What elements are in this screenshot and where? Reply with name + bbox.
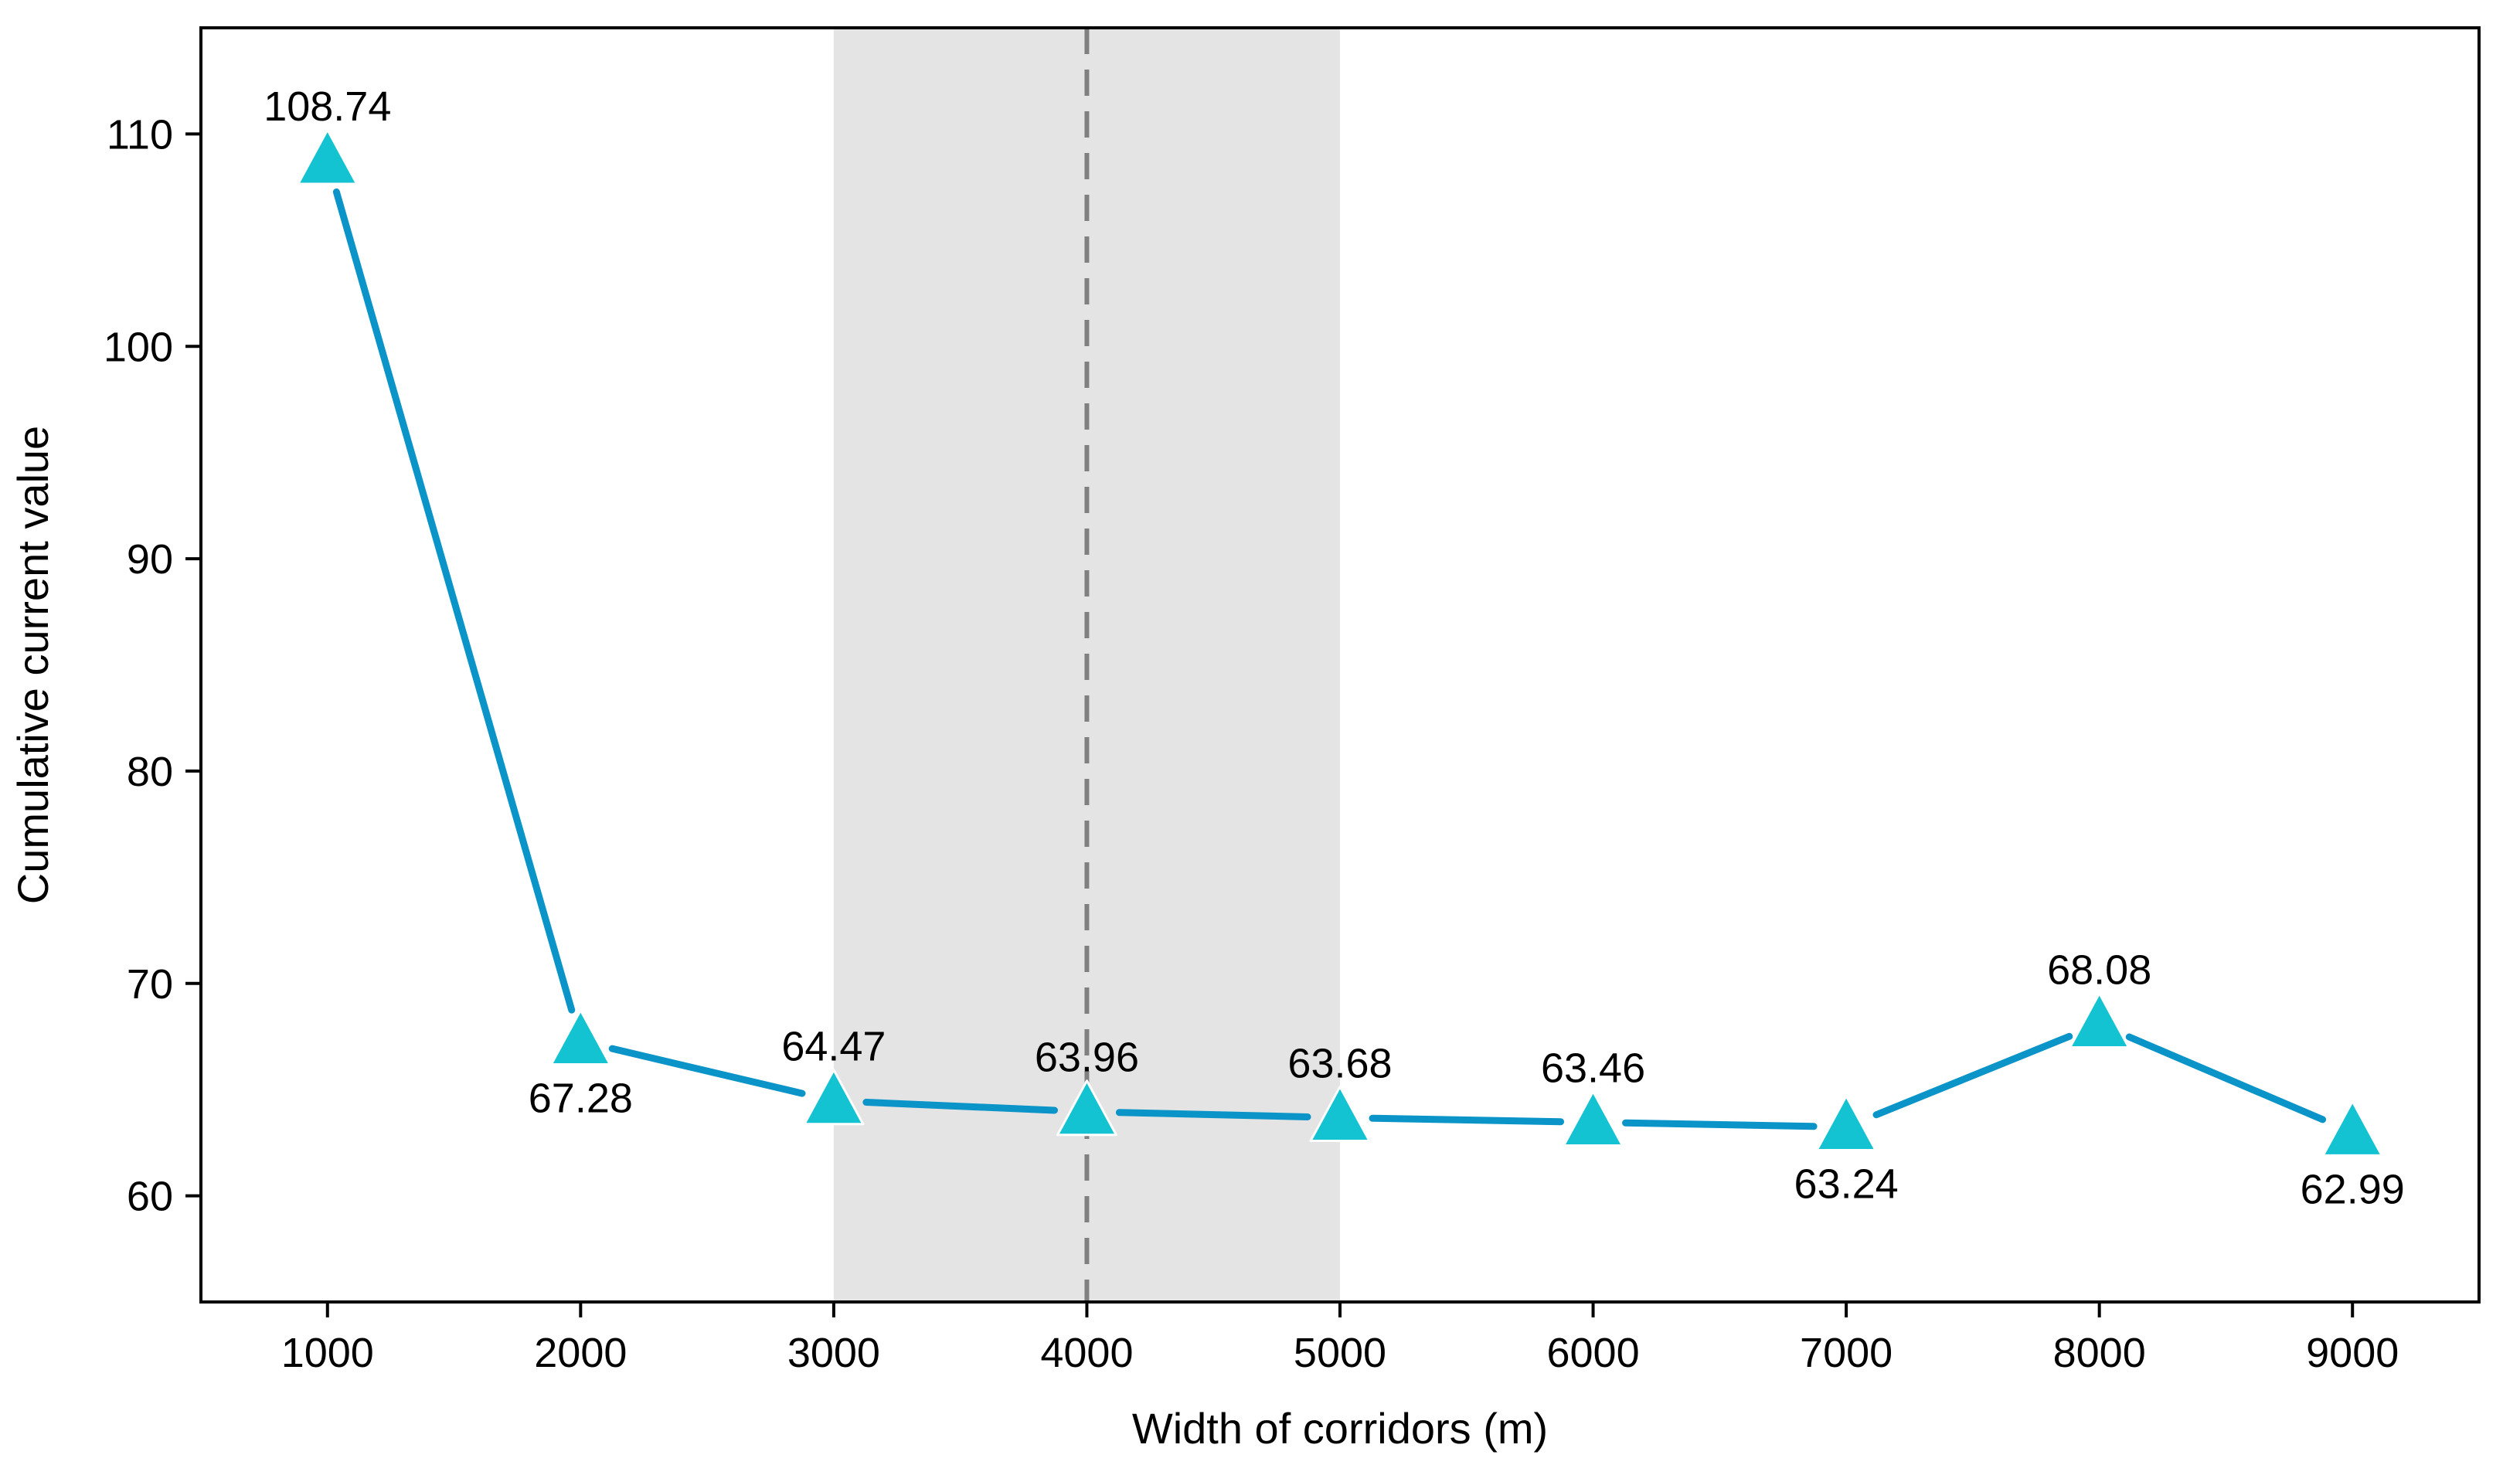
x-axis-title: Width of corridors (m) bbox=[1132, 1404, 1548, 1453]
x-tick-label: 3000 bbox=[787, 1330, 880, 1376]
data-label: 63.24 bbox=[1794, 1161, 1899, 1208]
data-label-layer: 108.74 67.28 64.47 63.96 63.68 63.46 63.24 68.0… bbox=[264, 83, 2405, 1212]
x-tick-label: 8000 bbox=[2053, 1330, 2146, 1376]
series-marker-layer bbox=[297, 128, 2383, 1157]
data-point-marker bbox=[549, 1009, 611, 1066]
data-label: 67.28 bbox=[529, 1076, 633, 1122]
data-point-marker bbox=[1309, 1085, 1371, 1142]
data-label: 63.46 bbox=[1541, 1045, 1645, 1091]
data-point-marker bbox=[1056, 1079, 1117, 1137]
data-point-marker bbox=[2069, 992, 2131, 1049]
series-line-segment bbox=[1622, 1119, 1818, 1130]
data-label: 62.99 bbox=[2301, 1166, 2405, 1212]
y-tick-label: 80 bbox=[127, 749, 173, 795]
data-label: 68.08 bbox=[2047, 947, 2151, 994]
y-tick-label: 90 bbox=[127, 536, 173, 583]
x-tick-label: 6000 bbox=[1546, 1330, 1639, 1376]
x-tick-label: 9000 bbox=[2306, 1330, 2399, 1376]
x-tick-label: 7000 bbox=[1800, 1330, 1893, 1376]
data-label: 63.68 bbox=[1287, 1040, 1392, 1086]
series-line-layer bbox=[332, 188, 2327, 1130]
y-axis-title: Cumulative current value bbox=[9, 426, 57, 904]
series-line-segment bbox=[1369, 1114, 1565, 1126]
series-line-segment bbox=[1872, 1032, 2073, 1119]
data-label: 108.74 bbox=[264, 83, 391, 130]
y-tick-label: 110 bbox=[107, 111, 173, 158]
series-line-segment bbox=[1115, 1109, 1311, 1120]
series-line-segment bbox=[608, 1045, 806, 1097]
y-tick-label: 70 bbox=[127, 961, 173, 1008]
series-line-segment bbox=[2125, 1033, 2327, 1123]
data-point-marker bbox=[1815, 1095, 1877, 1152]
data-point-marker bbox=[2321, 1100, 2383, 1157]
series-line-segment bbox=[862, 1099, 1058, 1114]
data-label: 64.47 bbox=[781, 1024, 886, 1070]
data-point-marker bbox=[803, 1069, 865, 1126]
y-tick-label: 100 bbox=[104, 324, 173, 370]
x-tick-label: 2000 bbox=[534, 1330, 627, 1376]
data-label: 63.96 bbox=[1035, 1035, 1139, 1081]
series-line-segment bbox=[332, 188, 576, 1014]
x-tick-label: 1000 bbox=[281, 1330, 374, 1376]
y-tick-label: 60 bbox=[127, 1174, 173, 1220]
data-point-marker bbox=[297, 128, 359, 185]
x-tick-label: 5000 bbox=[1294, 1330, 1386, 1376]
data-point-marker bbox=[1563, 1089, 1624, 1147]
x-tick-label: 4000 bbox=[1040, 1330, 1133, 1376]
axes-layer: 1000 2000 3000 4000 5000 6000 7000 8000 9000 60 70… bbox=[104, 26, 2481, 1376]
